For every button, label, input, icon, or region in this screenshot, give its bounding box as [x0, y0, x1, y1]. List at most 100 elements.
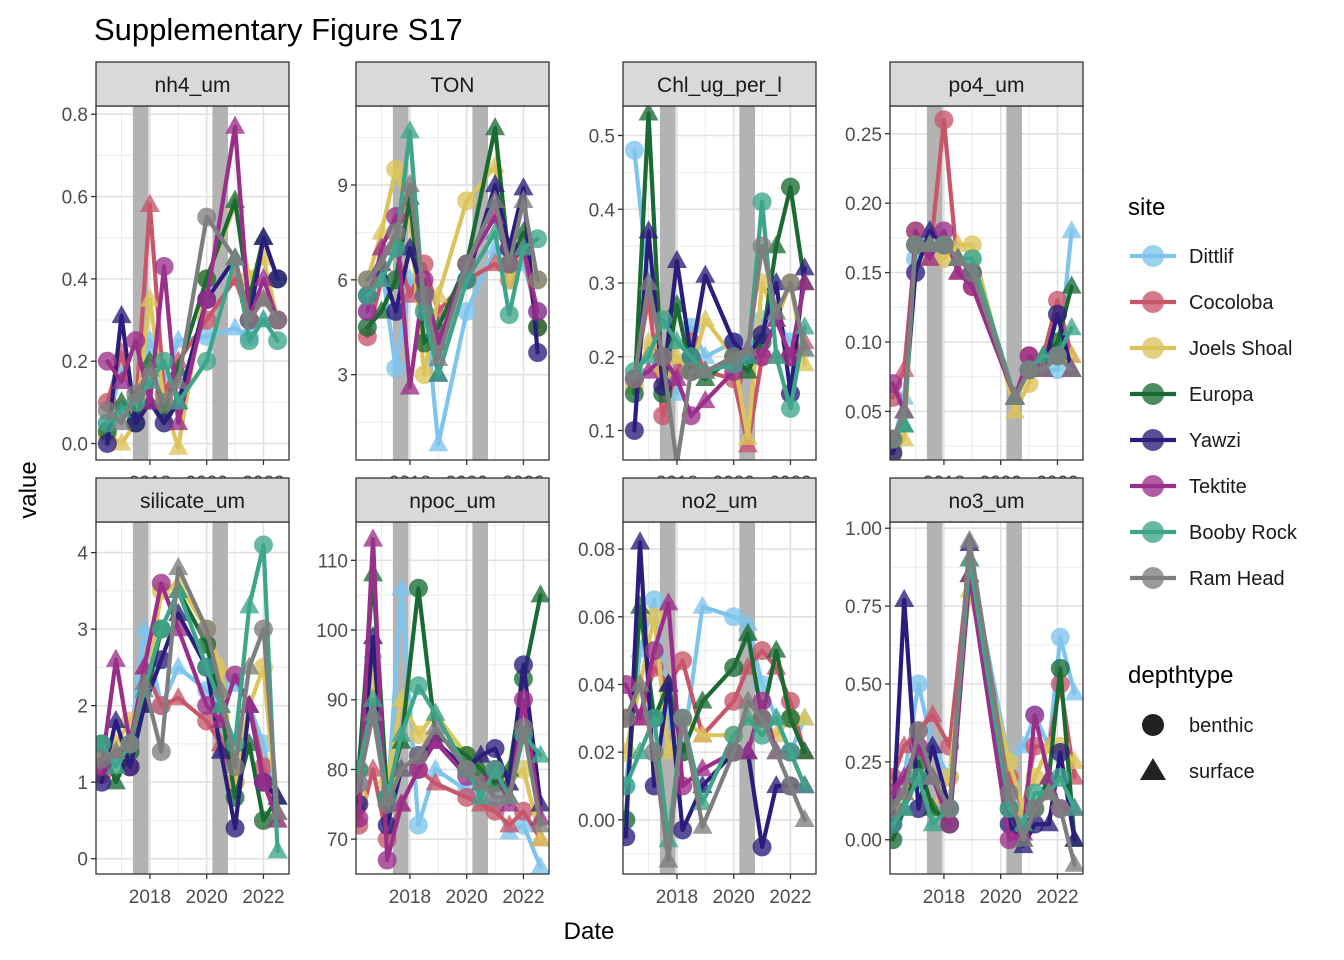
data-point-ram-head-benthic — [908, 721, 928, 741]
data-point-booby-rock-surface — [1033, 344, 1054, 364]
data-point-ram-head-benthic — [197, 619, 217, 639]
legend-key-point — [1142, 521, 1164, 543]
y-tick-label: 0.50 — [845, 675, 882, 696]
data-point-ram-head-surface — [425, 716, 446, 735]
data-point-ram-head-benthic — [724, 742, 744, 762]
data-point-yawzi-surface — [470, 744, 491, 763]
data-point-europa-benthic — [197, 269, 217, 289]
legend-item-surface: surface — [1140, 758, 1255, 783]
data-point-europa-benthic — [528, 317, 548, 337]
data-point-cocoloba-benthic — [673, 651, 693, 671]
data-point-yawzi-benthic — [485, 739, 505, 759]
y-axis-title: value — [15, 461, 42, 518]
legend-depth-entries: benthic surface — [1140, 714, 1255, 783]
data-point-yawzi-benthic — [623, 827, 636, 847]
panel-series — [623, 531, 815, 868]
data-point-booby-rock-surface — [513, 237, 534, 256]
data-point-yawzi-benthic — [151, 650, 171, 670]
data-point-ram-head-benthic — [906, 235, 926, 255]
data-point-ram-head-benthic — [890, 429, 903, 449]
data-point-yawzi-benthic — [1050, 743, 1070, 763]
legend-item-joels-shoal: Joels Shoal — [1130, 337, 1292, 360]
data-point-ram-head-surface — [630, 673, 651, 692]
data-point-ram-head-surface — [737, 690, 758, 709]
data-point-ram-head-benthic — [513, 718, 533, 738]
data-point-ram-head-benthic — [457, 254, 477, 274]
data-point-booby-rock-benthic — [890, 814, 903, 834]
data-point-tektite-surface — [391, 793, 412, 812]
data-point-europa-surface — [692, 690, 713, 709]
data-point-joels-shoal-benthic — [934, 249, 954, 269]
data-point-ram-head-benthic — [724, 347, 744, 367]
panel-ton: TON369201820202022 — [337, 61, 550, 494]
legend-key-circle — [1142, 714, 1164, 736]
data-point-yawzi-benthic — [1047, 304, 1067, 324]
shaded-date-band — [926, 106, 943, 460]
y-tick-label: 0.2 — [62, 352, 88, 373]
legend: site Dittlif Cocoloba Joels Shoal Europa Yaw… — [1128, 194, 1298, 783]
data-point-dittlif-surface — [225, 317, 246, 336]
data-point-europa-benthic — [1050, 658, 1070, 678]
data-point-joels-shoal-surface — [692, 724, 713, 743]
data-point-tektite-benthic — [154, 257, 174, 277]
data-point-cocoloba-surface — [499, 814, 520, 833]
legend-item-tektite: Tektite — [1130, 475, 1247, 498]
legend-item-cocoloba: Cocoloba — [1130, 291, 1274, 314]
legend-depth-title: depthtype — [1128, 662, 1233, 689]
data-point-booby-rock-surface — [391, 723, 412, 742]
x-tick-label: 2022 — [769, 887, 811, 908]
data-point-tektite-benthic — [377, 850, 397, 870]
data-point-ram-head-benthic — [681, 362, 701, 381]
data-point-ram-head-surface — [658, 849, 679, 868]
legend-item-label: surface — [1189, 761, 1255, 783]
legend-item-benthic: benthic — [1142, 714, 1254, 737]
data-point-tektite-benthic — [356, 808, 369, 828]
legend-site-entries: Dittlif Cocoloba Joels Shoal Europa Yawzi Tek… — [1130, 245, 1298, 590]
data-point-tektite-surface — [737, 741, 758, 760]
data-point-joels-shoal-surface — [530, 828, 549, 847]
data-point-booby-rock-benthic — [1025, 783, 1045, 803]
data-point-ram-head-surface — [371, 253, 392, 272]
data-point-tektite-surface — [363, 528, 384, 547]
facet-strip — [355, 477, 550, 523]
data-point-europa-surface — [766, 639, 787, 658]
data-point-ram-head-benthic — [197, 207, 217, 227]
data-point-yawzi-benthic — [908, 799, 928, 819]
legend-item-label: Ram Head — [1189, 568, 1285, 590]
series-line-tektite — [99, 581, 280, 823]
data-point-ram-head-surface — [672, 452, 681, 460]
data-point-booby-rock-surface — [105, 755, 126, 775]
data-point-booby-rock-surface — [658, 829, 679, 848]
data-point-joels-shoal-benthic — [414, 365, 434, 385]
y-tick-label: 3 — [337, 366, 348, 387]
data-point-ram-head-benthic — [673, 708, 693, 728]
legend-key-triangle — [1140, 758, 1166, 780]
facet-label-no3-um: no3_um — [949, 490, 1025, 513]
y-tick-label: 110 — [318, 551, 348, 572]
y-tick-label: 9 — [337, 176, 348, 197]
data-point-cocoloba-surface — [425, 772, 446, 791]
x-tick-label: 2022 — [502, 887, 544, 908]
legend-key-point — [1142, 337, 1164, 359]
y-tick-label: 0.25 — [845, 125, 882, 146]
data-point-booby-rock-benthic — [154, 351, 174, 371]
legend-item-label: Europa — [1189, 384, 1254, 406]
data-point-ram-head-benthic — [120, 734, 140, 754]
panel-po4-um: po4_um0.050.100.150.200.25201820202022 — [845, 61, 1084, 494]
data-point-europa-surface — [737, 360, 758, 379]
data-point-yawzi-surface — [919, 219, 940, 239]
panel-background — [890, 106, 1083, 460]
data-point-ram-head-benthic — [1019, 360, 1039, 380]
y-tick-label: 70 — [327, 830, 348, 851]
data-point-booby-rock-benthic — [908, 767, 928, 787]
data-point-ram-head-surface — [499, 786, 520, 805]
x-tick-label: 2022 — [242, 887, 284, 908]
data-point-ram-head-surface — [766, 741, 787, 760]
data-point-europa-surface — [1061, 275, 1082, 294]
facet-strip — [889, 61, 1084, 107]
panel-series — [890, 529, 1083, 872]
data-point-yawzi-surface — [513, 177, 534, 196]
data-point-ram-head-surface — [267, 801, 288, 820]
data-point-cocoloba-surface — [168, 687, 189, 706]
